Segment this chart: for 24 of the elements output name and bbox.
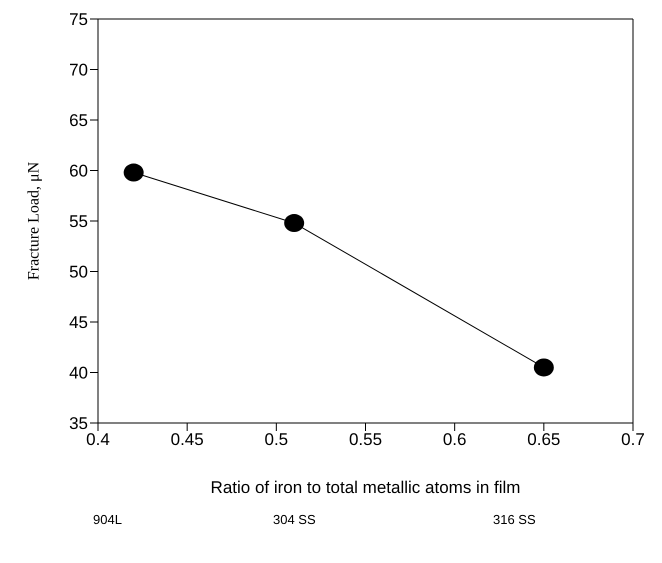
y-tick-label: 65 [69, 111, 88, 130]
x-tick-label: 0.7 [621, 430, 645, 450]
text: 904L [93, 512, 122, 527]
x-tick-label: 0.45 [170, 430, 204, 450]
point [124, 164, 144, 182]
x-tick-label: 0.65 [527, 430, 560, 450]
y-axis-title: Fracture Load, μN [26, 161, 43, 280]
x-axis-title: Ratio of iron to total metallic atoms in film [210, 478, 520, 497]
y-tick-label: 35 [69, 414, 88, 434]
x-tick-label: 0.5 [264, 430, 288, 450]
y-tick-label: 55 [69, 212, 88, 232]
x-tick-label: 0.4 [86, 430, 110, 450]
y-tick-label: 50 [69, 262, 88, 282]
y-tick-label: 75 [69, 10, 88, 30]
text: 316 SS [493, 512, 536, 527]
y-tick-label: 60 [69, 162, 88, 181]
point [534, 358, 554, 376]
point [284, 214, 304, 232]
x-tick-label: 0.6 [442, 430, 466, 450]
text: 304 SS [273, 512, 316, 527]
y-tick-label: 40 [69, 364, 88, 383]
y-tick-label: 70 [69, 60, 88, 80]
x-tick-label: 0.55 [348, 430, 382, 450]
y-tick-label: 45 [69, 313, 88, 332]
